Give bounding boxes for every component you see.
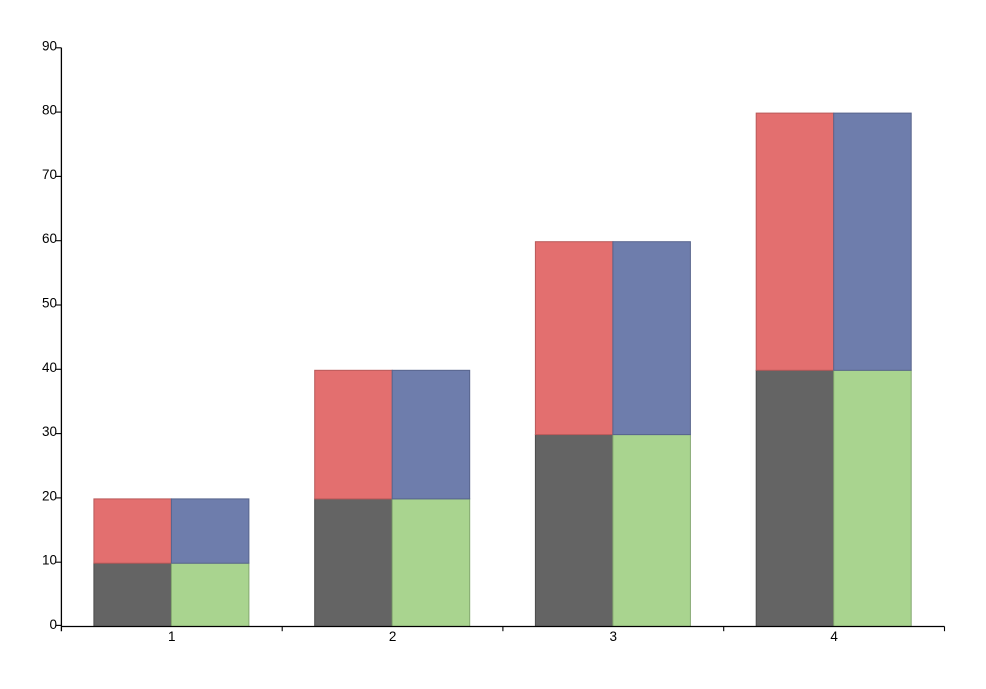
svg-text:70: 70 (42, 167, 57, 182)
svg-text:3: 3 (610, 629, 618, 644)
svg-text:1: 1 (168, 629, 176, 644)
svg-text:60: 60 (42, 231, 57, 246)
svg-text:80: 80 (42, 103, 57, 118)
svg-text:30: 30 (42, 424, 57, 439)
svg-text:0: 0 (49, 617, 57, 632)
svg-text:40: 40 (42, 360, 57, 375)
svg-text:4: 4 (830, 629, 838, 644)
svg-text:90: 90 (42, 38, 57, 53)
svg-text:50: 50 (42, 296, 57, 311)
svg-text:10: 10 (42, 553, 57, 568)
svg-text:20: 20 (42, 488, 57, 503)
svg-text:2: 2 (389, 629, 397, 644)
